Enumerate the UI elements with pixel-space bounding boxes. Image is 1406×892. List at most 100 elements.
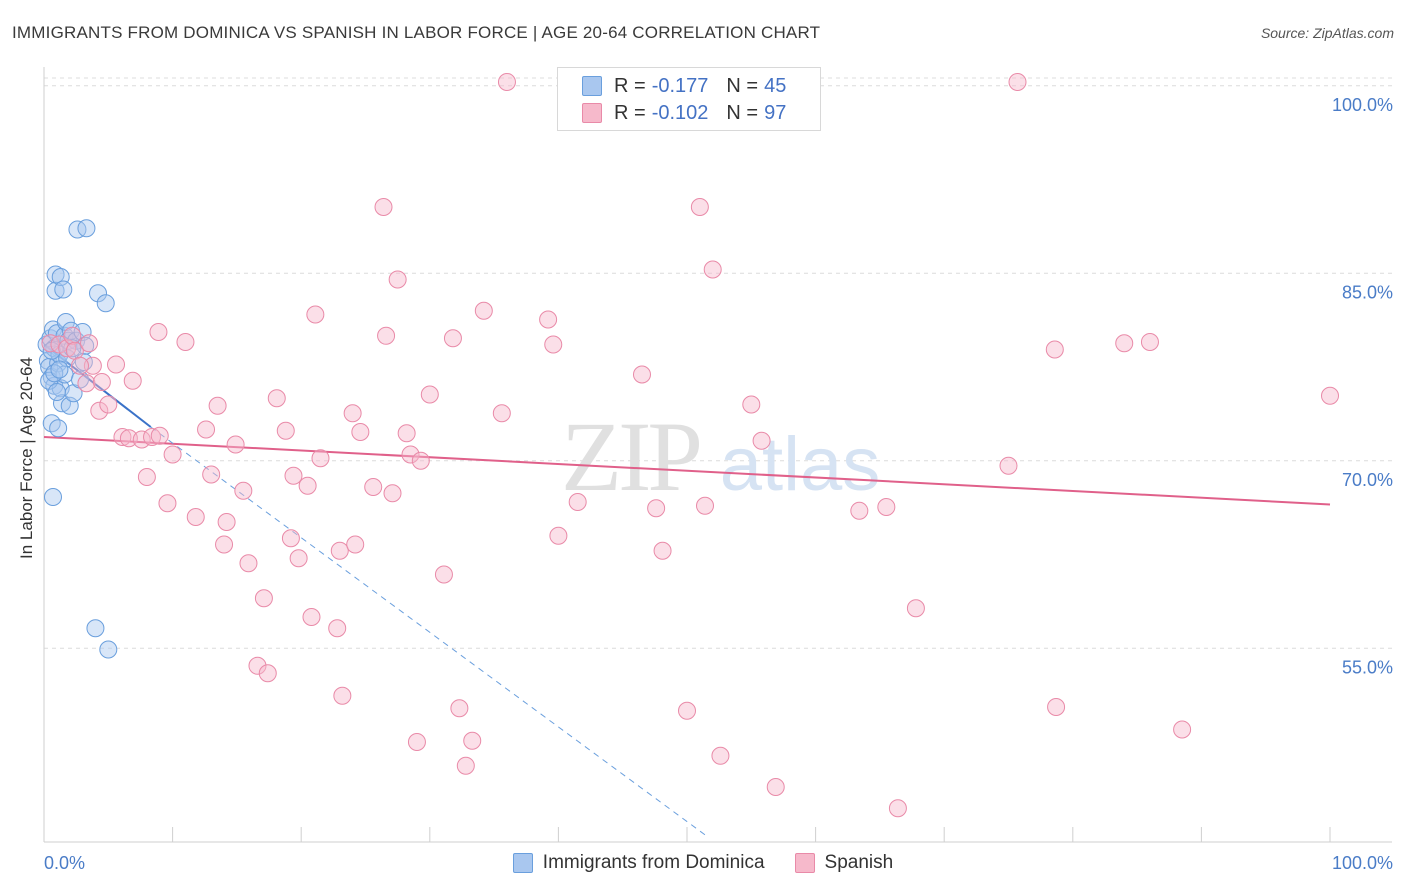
data-point-spanish	[276, 421, 295, 440]
data-point-spanish	[377, 326, 396, 345]
data-point-spanish	[248, 656, 267, 675]
data-point-spanish	[388, 270, 407, 289]
data-point-spanish	[906, 599, 925, 618]
data-point-spanish	[401, 445, 420, 464]
legend-n-value-spanish: 97	[764, 101, 787, 124]
data-point-spanish	[539, 310, 558, 329]
y-tick-label: 70.0%	[1342, 470, 1393, 490]
data-point-spanish	[752, 431, 771, 450]
watermark: ZIP atlas	[561, 401, 880, 512]
stats-legend: R = -0.177 N = 45 R = -0.102 N = 97	[557, 67, 821, 131]
legend-label-spanish: Spanish	[824, 852, 894, 873]
data-point-spanish	[289, 549, 308, 568]
data-point-spanish	[92, 373, 111, 391]
data-point-spanish	[208, 396, 227, 415]
data-point-spanish	[1173, 720, 1192, 739]
legend-row-dominica: R = -0.177 N = 45	[582, 74, 786, 98]
data-point-dominica	[77, 219, 96, 238]
legend-label-dominica: Immigrants from Dominica	[542, 852, 765, 873]
data-point-spanish	[328, 619, 347, 638]
data-point-spanish	[149, 323, 168, 341]
series-legend: Immigrants from Dominica Spanish	[0, 852, 1406, 874]
data-point-spanish	[113, 428, 132, 446]
data-point-spanish	[877, 498, 896, 516]
data-point-spanish	[143, 428, 162, 446]
data-point-spanish	[90, 401, 109, 420]
legend-r-value-dominica: -0.177	[651, 74, 709, 97]
data-point-spanish	[420, 385, 439, 404]
y-tick-label: 85.0%	[1342, 282, 1393, 302]
data-point-spanish	[450, 699, 469, 718]
data-point-spanish	[346, 535, 365, 554]
legend-swatch-spanish	[794, 853, 815, 873]
legend-item-dominica[interactable]: Immigrants from Dominica	[512, 852, 765, 874]
legend-row-spanish: R = -0.102 N = 97	[582, 101, 786, 125]
data-point-spanish	[888, 799, 907, 818]
data-point-spanish	[217, 513, 236, 531]
data-point-spanish	[302, 608, 321, 626]
data-point-spanish	[1321, 386, 1339, 405]
data-point-spanish	[107, 355, 126, 374]
data-point-spanish	[1047, 698, 1066, 716]
legend-item-spanish[interactable]: Spanish	[794, 852, 894, 874]
data-point-spanish	[333, 686, 352, 705]
legend-n-value-dominica: 45	[764, 74, 787, 97]
data-point-spanish	[407, 733, 426, 751]
data-point-spanish	[653, 541, 672, 560]
data-point-spanish	[119, 429, 138, 448]
data-point-dominica	[49, 419, 68, 438]
data-point-spanish	[463, 731, 482, 750]
data-point-dominica	[47, 383, 66, 401]
data-point-spanish	[411, 451, 430, 470]
data-point-spanish	[281, 529, 300, 548]
data-point-spanish	[80, 334, 99, 353]
data-point-spanish	[226, 435, 245, 454]
data-point-dominica	[50, 360, 69, 379]
data-point-spanish	[306, 305, 325, 324]
data-point-spanish	[132, 430, 151, 449]
data-point-spanish	[254, 589, 273, 608]
data-point-spanish	[397, 424, 416, 443]
x-tick-label-min: 0.0%	[44, 853, 85, 873]
data-point-spanish	[1045, 340, 1064, 359]
data-point-spanish	[215, 535, 234, 554]
data-point-spanish	[71, 356, 90, 375]
data-point-spanish	[434, 565, 453, 584]
data-point-spanish	[703, 260, 722, 279]
series-dominica-points	[37, 219, 118, 659]
data-point-spanish	[284, 466, 303, 485]
data-point-dominica	[73, 323, 92, 341]
data-point-spanish	[544, 335, 563, 354]
data-point-spanish	[137, 468, 156, 486]
data-point-spanish	[311, 449, 330, 468]
data-point-spanish	[158, 494, 177, 513]
data-point-spanish	[549, 526, 568, 545]
data-point-spanish	[443, 329, 462, 348]
data-point-spanish	[41, 334, 60, 353]
y-tick-label: 55.0%	[1342, 657, 1393, 677]
trendline-dominica	[43, 343, 152, 428]
data-point-spanish	[330, 541, 349, 560]
data-point-dominica	[96, 294, 115, 313]
data-point-spanish	[176, 333, 195, 351]
data-point-spanish	[850, 501, 869, 520]
trendline-dominica-extrapolated	[150, 426, 707, 837]
legend-r-label: R =	[614, 101, 646, 124]
legend-r-label: R =	[614, 74, 646, 97]
data-point-spanish	[696, 496, 715, 515]
data-point-dominica	[99, 640, 118, 659]
data-point-dominica	[68, 220, 87, 239]
data-point-spanish	[343, 404, 362, 423]
data-point-spanish	[186, 508, 205, 526]
data-point-spanish	[678, 701, 696, 720]
y-tick-label: 100.0%	[1332, 95, 1393, 115]
data-point-spanish	[77, 374, 96, 393]
series-spanish-points	[41, 73, 1339, 818]
data-point-spanish	[202, 465, 221, 484]
data-point-spanish	[83, 356, 102, 375]
source-credit: Source: ZipAtlas.com	[1260, 25, 1394, 41]
axes	[43, 67, 1392, 843]
data-point-spanish	[239, 554, 258, 573]
data-point-spanish	[1115, 334, 1134, 353]
